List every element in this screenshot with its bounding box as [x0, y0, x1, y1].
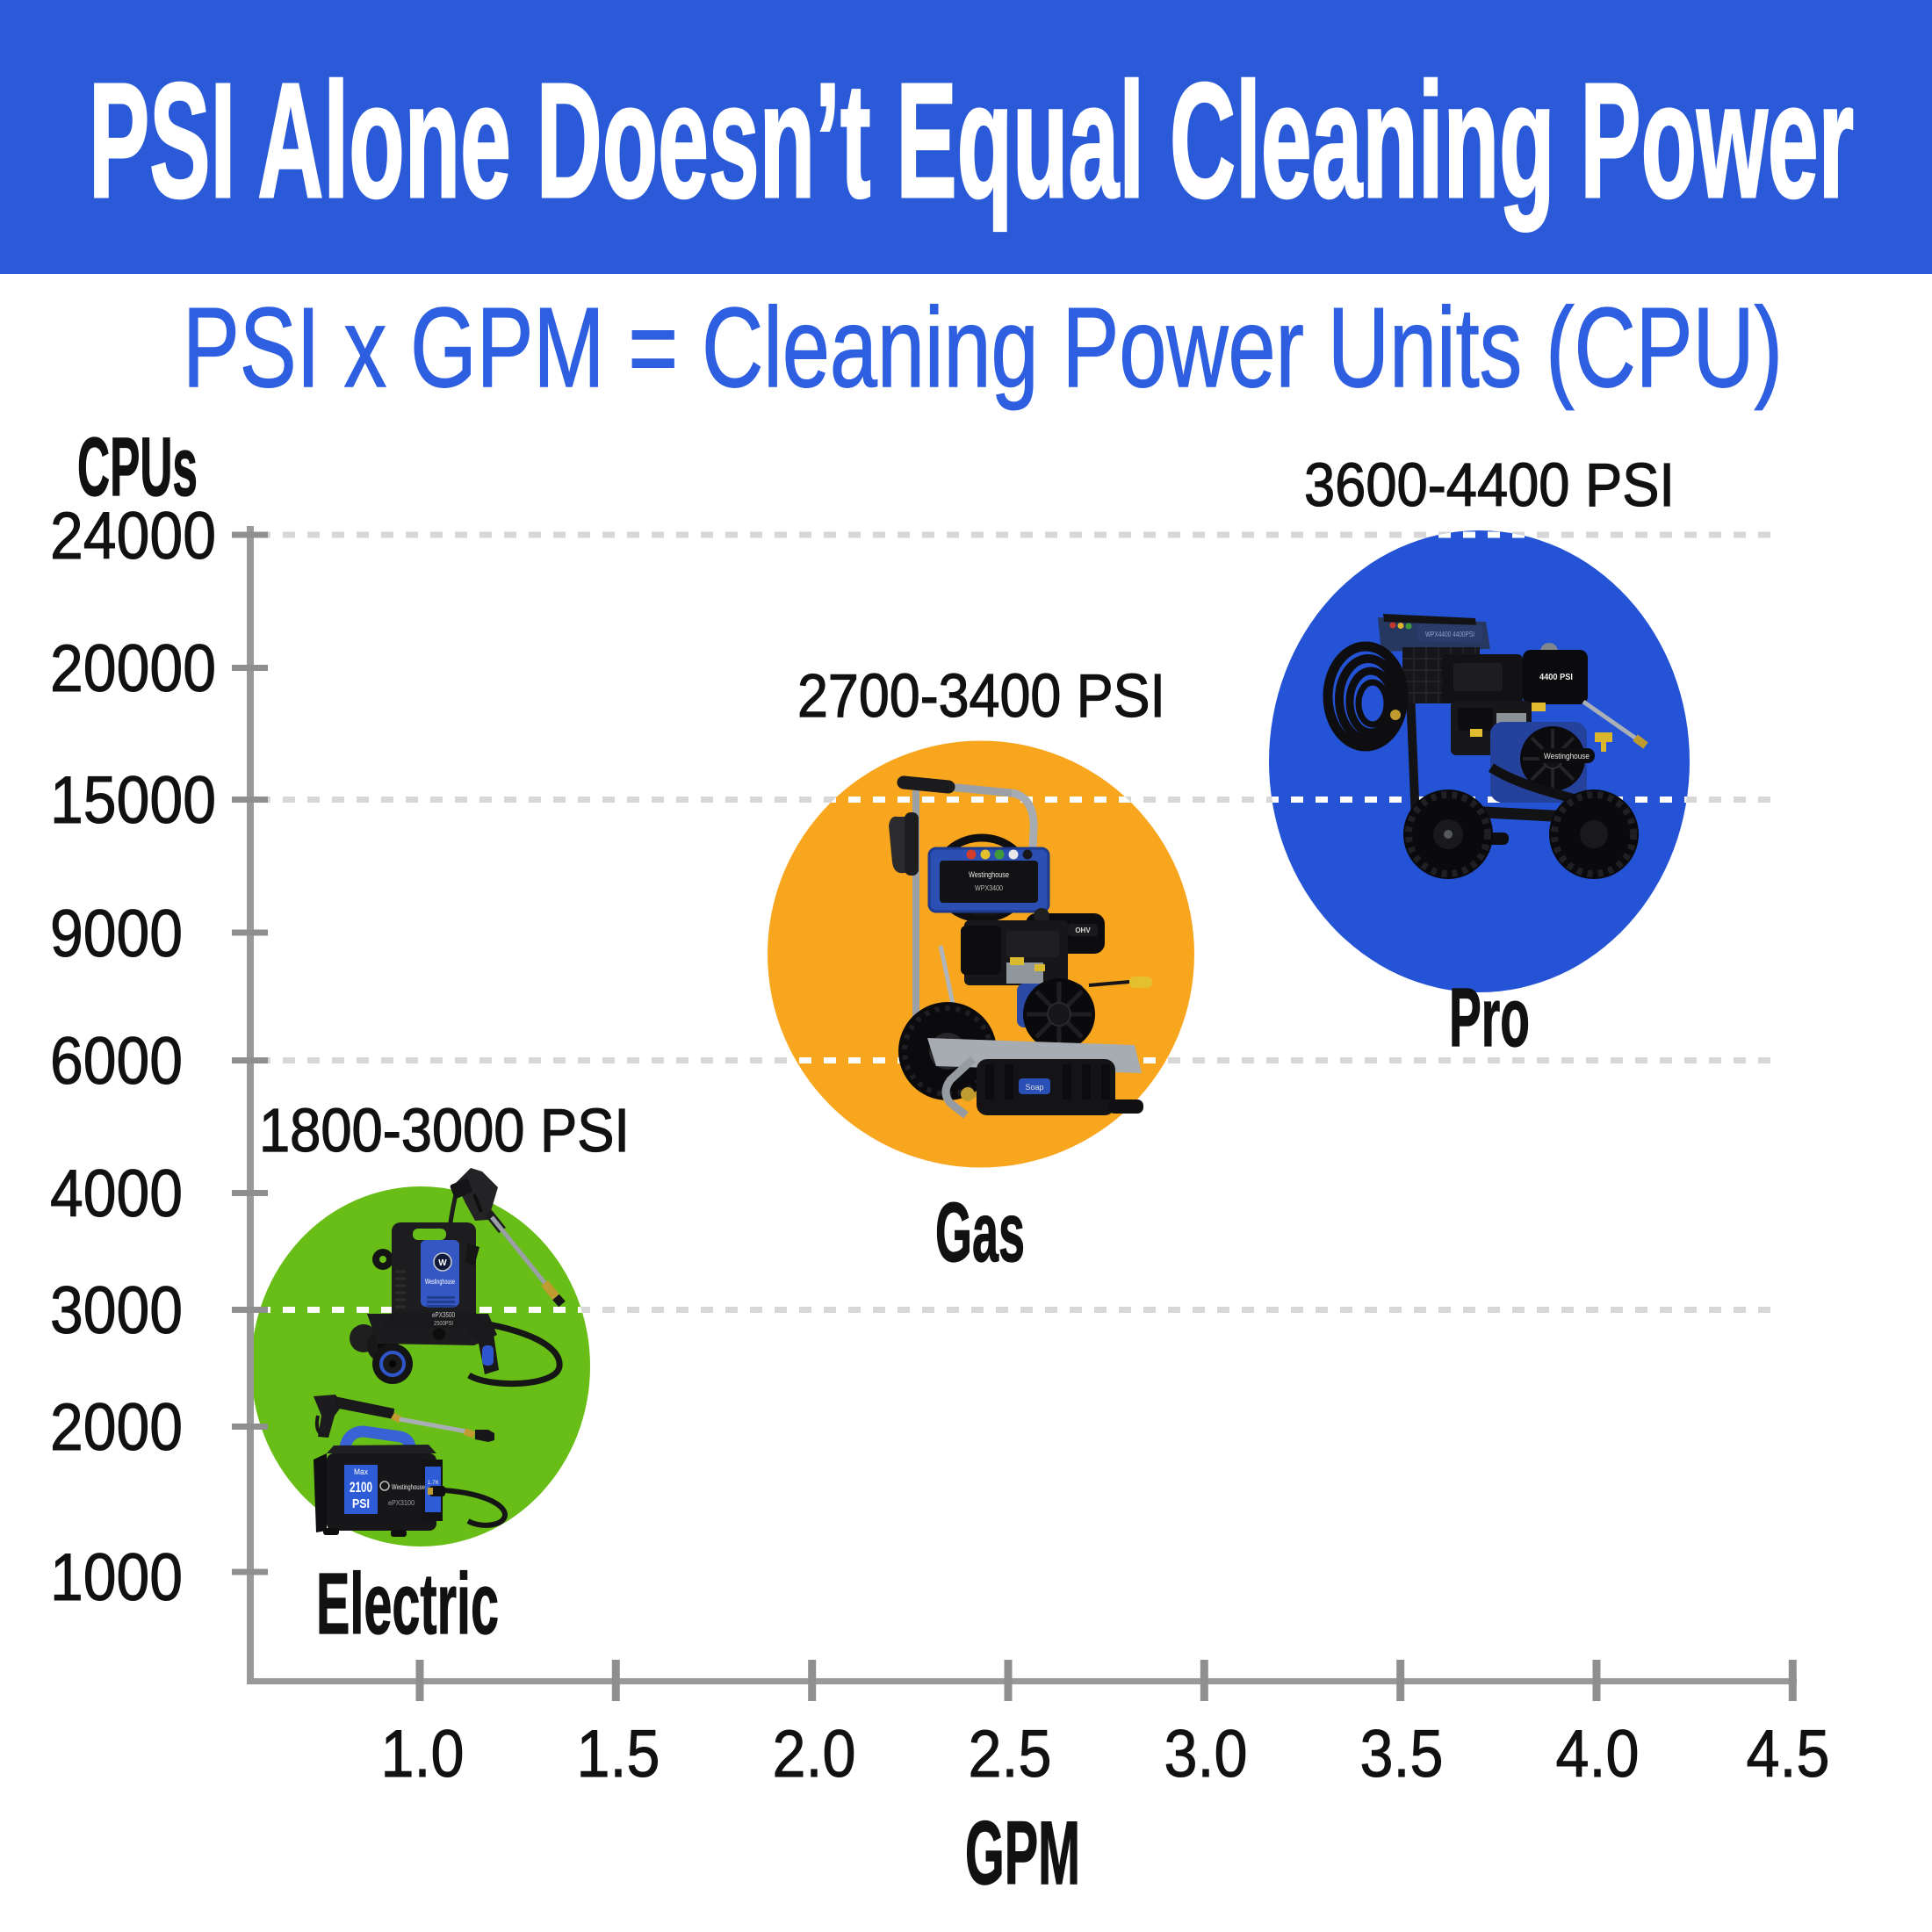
svg-text:3600-4400 PSI: 3600-4400 PSI	[1304, 451, 1675, 519]
svg-text:6000: 6000	[50, 1024, 183, 1099]
svg-text:9000: 9000	[50, 897, 183, 971]
svg-text:1800-3000 PSI: 1800-3000 PSI	[259, 1096, 630, 1164]
svg-text:PSI Alone Doesn’t Equal Cleani: PSI Alone Doesn’t Equal Cleaning Power	[89, 50, 1854, 232]
svg-text:Gas: Gas	[935, 1186, 1025, 1280]
svg-text:Westinghouse: Westinghouse	[1544, 752, 1590, 761]
svg-text:Westinghouse: Westinghouse	[392, 1483, 425, 1491]
svg-text:4.0: 4.0	[1556, 1717, 1640, 1791]
svg-text:PSI x GPM = Cleaning Power Uni: PSI x GPM = Cleaning Power Units (CPU)	[183, 285, 1783, 411]
svg-text:W: W	[438, 1258, 447, 1268]
svg-text:2500PSI: 2500PSI	[434, 1321, 453, 1327]
svg-text:2100: 2100	[350, 1479, 372, 1496]
svg-text:Electric: Electric	[316, 1555, 499, 1652]
svg-text:2.5: 2.5	[969, 1717, 1052, 1791]
svg-text:20000: 20000	[50, 631, 216, 706]
svg-text:2.0: 2.0	[773, 1717, 856, 1791]
svg-text:WPX3400: WPX3400	[975, 884, 1003, 892]
svg-text:Pro: Pro	[1449, 971, 1530, 1064]
svg-text:PSI: PSI	[352, 1496, 370, 1511]
svg-text:Max: Max	[354, 1467, 368, 1476]
svg-text:GPM: GPM	[965, 1803, 1080, 1903]
svg-text:24000: 24000	[50, 499, 216, 573]
svg-text:Westinghouse: Westinghouse	[969, 870, 1009, 879]
svg-text:OHV: OHV	[1075, 926, 1091, 934]
svg-text:Westinghouse: Westinghouse	[425, 1278, 455, 1286]
svg-text:Soap: Soap	[1025, 1083, 1043, 1092]
svg-text:3.5: 3.5	[1360, 1717, 1444, 1791]
svg-text:ePX3500: ePX3500	[432, 1311, 455, 1319]
svg-text:1.0: 1.0	[381, 1717, 465, 1791]
svg-text:2000: 2000	[50, 1390, 183, 1465]
svg-text:CPUs: CPUs	[77, 421, 198, 514]
svg-text:WPX4400 4400PSI: WPX4400 4400PSI	[1425, 631, 1474, 638]
svg-text:4.5: 4.5	[1747, 1717, 1830, 1791]
svg-text:4400 PSI: 4400 PSI	[1539, 673, 1573, 682]
svg-text:3.0: 3.0	[1164, 1717, 1248, 1791]
svg-text:4000: 4000	[50, 1157, 183, 1231]
svg-text:15000: 15000	[50, 763, 216, 838]
svg-text:1000: 1000	[50, 1540, 183, 1615]
svg-text:2700-3400 PSI: 2700-3400 PSI	[797, 661, 1165, 730]
svg-text:ePX3100: ePX3100	[388, 1499, 415, 1507]
svg-text:1.76: 1.76	[428, 1480, 439, 1486]
svg-text:1.5: 1.5	[577, 1717, 660, 1791]
svg-text:3000: 3000	[50, 1273, 183, 1348]
